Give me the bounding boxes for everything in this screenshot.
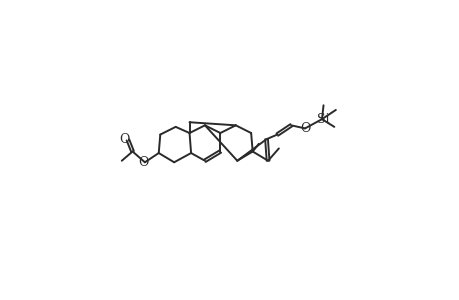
Text: Si: Si xyxy=(316,113,328,126)
Text: O: O xyxy=(299,122,309,135)
Text: O: O xyxy=(138,156,148,169)
Text: O: O xyxy=(119,133,130,146)
